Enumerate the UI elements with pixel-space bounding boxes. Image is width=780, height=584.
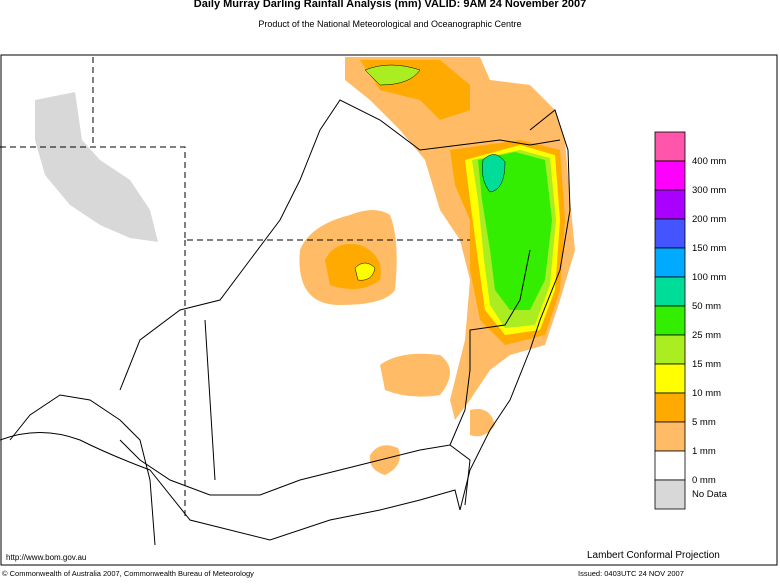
legend-swatch bbox=[654, 189, 686, 220]
no-data-area bbox=[35, 92, 158, 242]
legend-label: 100 mm bbox=[692, 272, 726, 283]
rain-50mm bbox=[482, 154, 506, 193]
rain-1mm bbox=[470, 409, 495, 437]
legend-label: 15 mm bbox=[692, 359, 721, 370]
rain-10mm bbox=[354, 262, 376, 281]
rain-1mm bbox=[369, 445, 400, 475]
map-frame bbox=[0, 54, 778, 566]
legend-label: No Data bbox=[692, 489, 728, 500]
legend-swatch bbox=[654, 305, 686, 336]
legend-label: 300 mm bbox=[692, 185, 726, 196]
legend-label: 10 mm bbox=[692, 388, 721, 399]
legend-swatch bbox=[654, 334, 686, 365]
legend-label: 150 mm bbox=[692, 243, 726, 254]
legend-swatch bbox=[654, 276, 686, 307]
state-borders bbox=[0, 99, 571, 546]
legend-swatch bbox=[654, 392, 686, 423]
url: http://www.bom.gov.au bbox=[6, 553, 86, 562]
rain-25mm bbox=[478, 152, 552, 310]
legend-swatch bbox=[654, 131, 686, 162]
legend-label: 25 mm bbox=[692, 330, 721, 341]
legend-label: 400 mm bbox=[692, 156, 726, 167]
legend-swatch bbox=[654, 160, 686, 191]
legend-label: 0 mm bbox=[692, 475, 716, 486]
legend-swatch bbox=[654, 450, 686, 481]
map bbox=[0, 57, 575, 546]
copyright: © Commonwealth of Australia 2007, Common… bbox=[2, 569, 254, 578]
territory-borders bbox=[0, 57, 470, 520]
legend-swatch bbox=[654, 247, 686, 278]
subtitle: Product of the National Meteorological a… bbox=[258, 19, 521, 29]
rain-15mm bbox=[364, 64, 421, 86]
legend-label: 5 mm bbox=[692, 417, 716, 428]
legend-label: 50 mm bbox=[692, 301, 721, 312]
legend-label: 200 mm bbox=[692, 214, 726, 225]
title: Daily Murray Darling Rainfall Analysis (… bbox=[194, 0, 586, 10]
rain-1mm bbox=[380, 353, 450, 397]
legend: 400 mm 300 mm 200 mm 150 mm 100 mm 50 mm 25 mm… bbox=[654, 131, 728, 510]
legend-label: 1 mm bbox=[692, 446, 716, 457]
legend-swatch bbox=[654, 479, 686, 510]
projection: Lambert Conformal Projection bbox=[587, 550, 720, 561]
legend-swatch bbox=[654, 363, 686, 394]
legend-swatch bbox=[654, 421, 686, 452]
legend-swatch bbox=[654, 218, 686, 249]
issued: Issued: 0403UTC 24 NOV 2007 bbox=[578, 569, 684, 578]
